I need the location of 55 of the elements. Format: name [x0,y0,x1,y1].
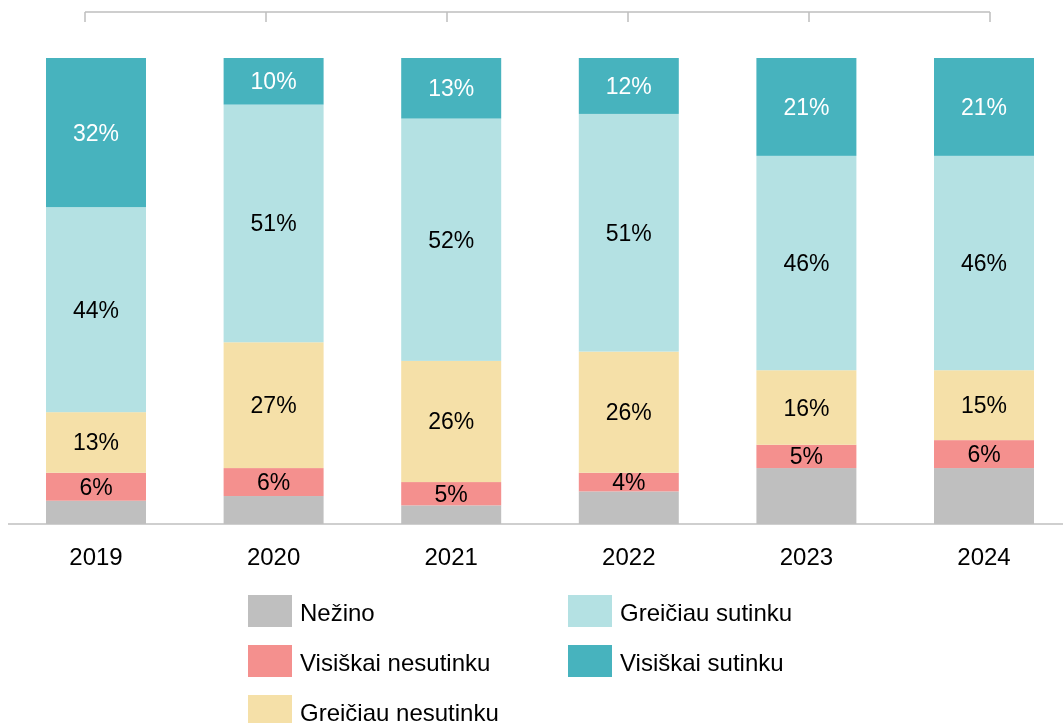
bar [756,370,857,445]
bar [756,58,857,156]
bar [223,104,324,343]
x-tick-label: 2024 [957,542,1011,570]
data-label: 44% [72,296,120,323]
data-label: 32% [72,119,120,146]
bar [578,113,679,352]
data-label: 21% [783,93,830,120]
data-label: 51% [605,219,652,246]
bar [401,118,502,361]
data-label: 52% [428,226,475,253]
legend-label: Visiškai sutinku [620,648,784,676]
data-label: 26% [605,399,652,426]
legend-label: Greičiau nesutinku [300,698,499,723]
bar [46,207,146,413]
data-label: 6% [256,469,291,496]
bar [401,58,502,119]
bar [756,155,857,371]
data-label: 4% [612,469,646,496]
data-label: 5% [434,480,468,507]
bar [934,58,1034,156]
x-tick-label: 2022 [602,542,656,570]
data-label: 13% [428,75,475,102]
data-label: 6% [79,473,113,500]
bar [934,440,1034,469]
bar [46,58,146,208]
data-label: 21% [960,93,1008,120]
bar [223,342,324,469]
data-label: 13% [72,429,120,456]
data-label: 26% [428,408,475,435]
data-label: 10% [250,68,297,95]
bar [934,370,1034,441]
data-label: 12% [605,72,652,99]
data-label: 51% [250,210,297,237]
data-label: 15% [960,392,1008,419]
legend-label: Greičiau sutinku [620,598,793,626]
data-label: 27% [250,392,297,419]
data-label: 6% [967,441,1001,468]
bar [223,58,324,105]
data-label: 46% [783,250,830,277]
bar [401,360,502,483]
data-label: 5% [789,443,824,470]
x-tick-label: 2021 [424,542,478,570]
bar [934,155,1034,371]
bar [578,58,679,114]
bar [46,412,146,473]
legend-label: Visiškai nesutinku [300,648,491,676]
x-tick-label: 2023 [779,542,834,570]
data-label: 46% [960,250,1008,277]
x-tick-label: 2020 [246,542,301,570]
data-label: 16% [783,394,830,421]
bar [578,351,679,473]
x-tick-label: 2019 [69,542,123,570]
bar [46,472,146,501]
legend-label: Nežino [300,598,375,626]
